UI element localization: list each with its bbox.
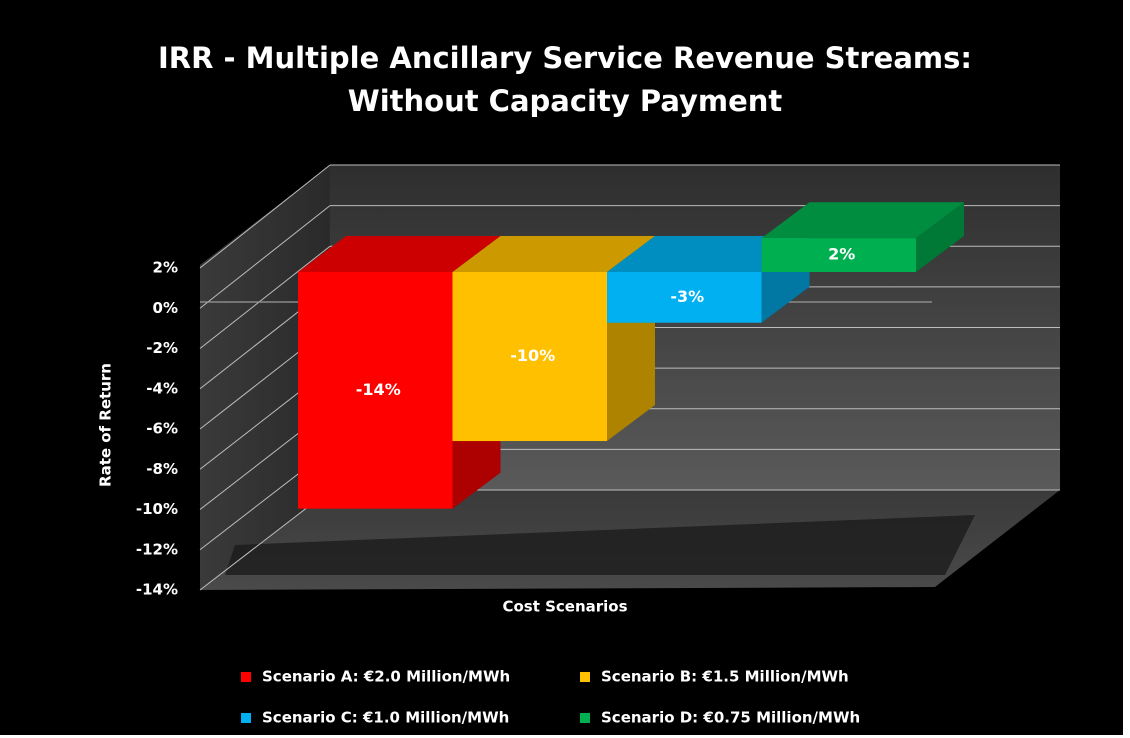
- bar-side: [916, 202, 964, 272]
- y-tick-label: -10%: [136, 500, 178, 518]
- data-label: 2%: [828, 245, 855, 264]
- y-tick-label: -6%: [146, 420, 178, 438]
- data-label: -10%: [510, 346, 555, 365]
- legend-label: Scenario C: €1.0 Million/MWh: [262, 709, 509, 727]
- legend-marker: [580, 672, 590, 682]
- y-tick-label: 0%: [153, 299, 178, 317]
- data-label: -14%: [356, 380, 401, 399]
- grid-line: [199, 164, 331, 269]
- bar: [607, 272, 762, 323]
- chart-title: Without Capacity Payment: [348, 84, 783, 118]
- y-tick-label: -8%: [146, 460, 178, 478]
- bar-top: [761, 202, 964, 239]
- bar-top: [452, 236, 655, 272]
- chart-title: IRR - Multiple Ancillary Service Revenue…: [158, 41, 972, 75]
- legend-marker: [241, 713, 251, 723]
- y-tick-label: -14%: [136, 581, 178, 599]
- x-axis-label: Cost Scenarios: [502, 598, 627, 616]
- bar-top: [298, 236, 501, 272]
- legend-label: Scenario A: €2.0 Million/MWh: [262, 668, 510, 686]
- floor-shadow: [225, 515, 975, 575]
- y-tick-label: -2%: [146, 339, 178, 357]
- data-label: -3%: [670, 287, 704, 306]
- legend-label: Scenario B: €1.5 Million/MWh: [601, 668, 849, 686]
- legend-label: Scenario D: €0.75 Million/MWh: [601, 709, 860, 727]
- bar: [298, 272, 453, 509]
- y-axis-label: Rate of Return: [97, 363, 115, 487]
- grid-line: [199, 205, 331, 309]
- bar: [452, 272, 607, 442]
- y-tick-label: 2%: [153, 259, 178, 277]
- grid-line: [199, 245, 331, 349]
- y-tick-label: -4%: [146, 379, 178, 397]
- y-tick-label: -12%: [136, 540, 178, 558]
- bar: [761, 238, 916, 272]
- legend-marker: [241, 672, 251, 682]
- bar-top: [607, 236, 810, 272]
- legend-marker: [580, 713, 590, 723]
